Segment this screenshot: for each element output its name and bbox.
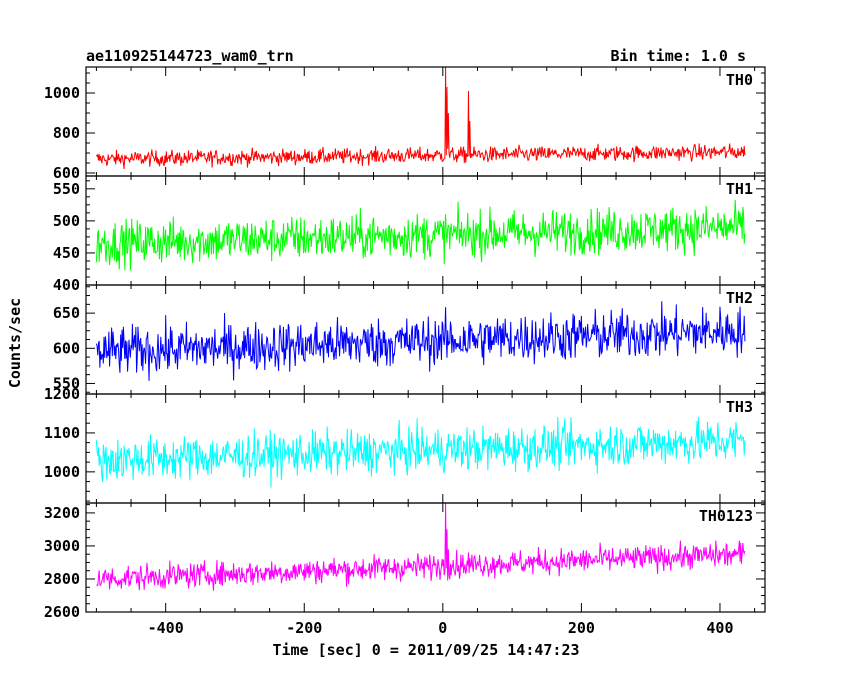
series-line-th0 — [95, 67, 746, 170]
x-tick-label: 200 — [568, 619, 595, 637]
panel-th0: 600 800 1000 TH0 — [44, 66, 766, 182]
y-tick-label: 550 — [53, 374, 80, 392]
panel-th3: 1000 1100 1200 TH3 — [44, 385, 766, 504]
panel-frame — [85, 502, 766, 613]
y-tick-label: 3200 — [44, 504, 80, 522]
y-tick-label: 450 — [53, 244, 80, 262]
series-line-th0123 — [96, 503, 746, 591]
y-tick-label: 1000 — [44, 463, 80, 481]
y-tick-label: 600 — [53, 339, 80, 357]
panel-label-th0: TH0 — [726, 71, 753, 89]
y-tick-label: 1200 — [44, 385, 80, 403]
y-tick-label: 500 — [53, 212, 80, 230]
y-axis-label: Counts/sec — [6, 298, 24, 388]
y-tick-label: 800 — [53, 124, 80, 142]
panel-label-th2: TH2 — [726, 289, 753, 307]
panel-label-th0123: TH0123 — [699, 507, 753, 525]
y-tick-label: 600 — [53, 164, 80, 182]
y-tick-label: 1100 — [44, 424, 80, 442]
x-tick-label: 0 — [438, 619, 447, 637]
y-tick-label: 2600 — [44, 603, 80, 621]
y-tick-label: 650 — [53, 304, 80, 322]
x-tick-label: 400 — [706, 619, 733, 637]
series-line-th1 — [95, 200, 746, 271]
x-tick-label: -200 — [286, 619, 322, 637]
series-line-th2 — [95, 301, 746, 381]
y-tick-label: 400 — [53, 276, 80, 294]
chart-title: ae110925144723_wam0_trn — [86, 47, 294, 65]
bin-time-label: Bin time: 1.0 s — [611, 47, 746, 65]
y-tick-label: 550 — [53, 180, 80, 198]
x-axis-label: Time [sec] 0 = 2011/09/25 14:47:23 — [272, 641, 579, 659]
series-line-th3 — [95, 416, 746, 488]
y-tick-label: 3000 — [44, 537, 80, 555]
x-tick-label: -400 — [148, 619, 184, 637]
panel-label-th1: TH1 — [726, 180, 753, 198]
panel-th2: 550 600 650 TH2 — [53, 284, 766, 395]
panel-label-th3: TH3 — [726, 398, 753, 416]
panel-th0123: 2600 2800 3000 3200 TH0123 — [44, 502, 766, 621]
y-tick-label: 1000 — [44, 84, 80, 102]
y-tick-label: 2800 — [44, 570, 80, 588]
panel-th1: 400 450 500 550 TH1 — [53, 175, 766, 294]
